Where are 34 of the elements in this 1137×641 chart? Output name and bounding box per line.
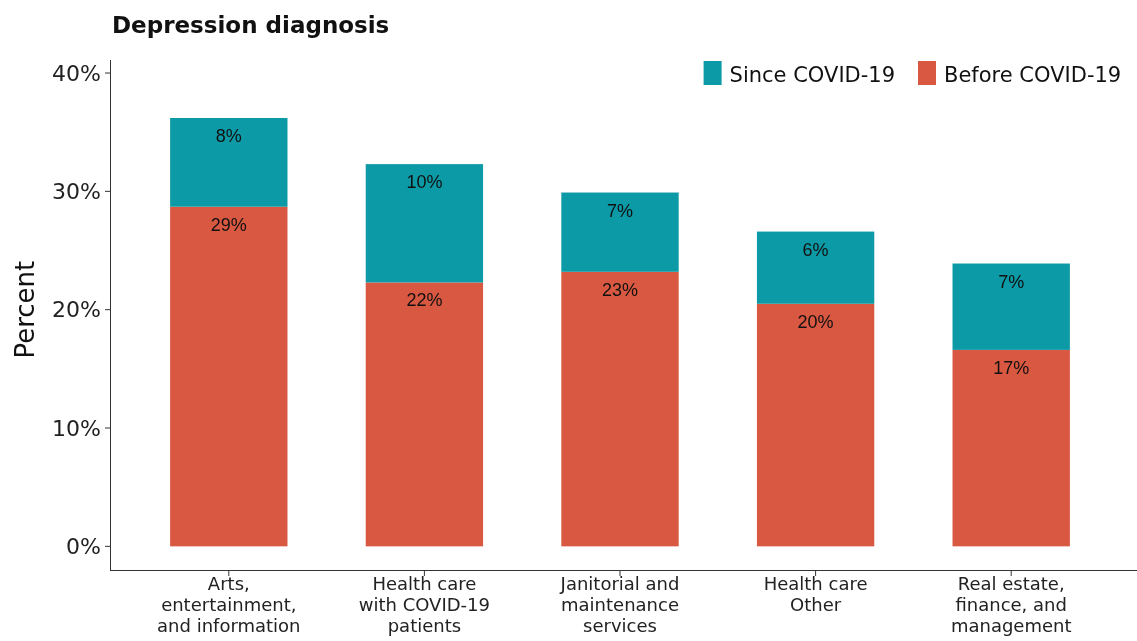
data-label: 29% [210, 214, 247, 235]
data-label: 22% [406, 290, 443, 311]
bar [561, 192, 679, 272]
bar [952, 263, 1070, 350]
legend-label: Since COVID-19 [729, 63, 896, 87]
data-label: 7% [998, 271, 1025, 292]
y-tick-label: 40% [52, 60, 101, 86]
y-axis-title: Percent [10, 260, 40, 359]
data-label: 20% [797, 311, 834, 332]
data-label: 6% [802, 239, 829, 260]
x-tick-label: Health care Other [763, 573, 868, 615]
x-tick-label: Health care with COVID-19 patients [358, 573, 491, 636]
y-tick-label: 30% [52, 179, 101, 205]
chart-title: Depression diagnosis [112, 12, 390, 38]
bar [365, 164, 484, 283]
x-tick-label: Janitorial and maintenance services [559, 573, 680, 636]
x-tick-label: Arts, entertainment, and information [157, 573, 301, 636]
data-label: 7% [606, 200, 634, 221]
y-tick-label: 0% [66, 534, 101, 560]
bar [170, 206, 288, 547]
x-tick-label: Real estate, finance, and management [950, 573, 1072, 636]
bar [365, 282, 484, 547]
data-label: 17% [993, 357, 1030, 378]
data-label: 8% [215, 125, 242, 146]
data-label: 23% [601, 279, 639, 300]
y-tick-label: 20% [52, 297, 101, 323]
bar [561, 271, 679, 547]
data-label: 10% [406, 172, 443, 193]
y-tick-label: 10% [52, 415, 101, 441]
legend-label: Before COVID-19 [944, 63, 1122, 87]
bar [756, 303, 875, 547]
bar [952, 349, 1070, 547]
bar [756, 231, 875, 304]
bar [170, 117, 288, 207]
